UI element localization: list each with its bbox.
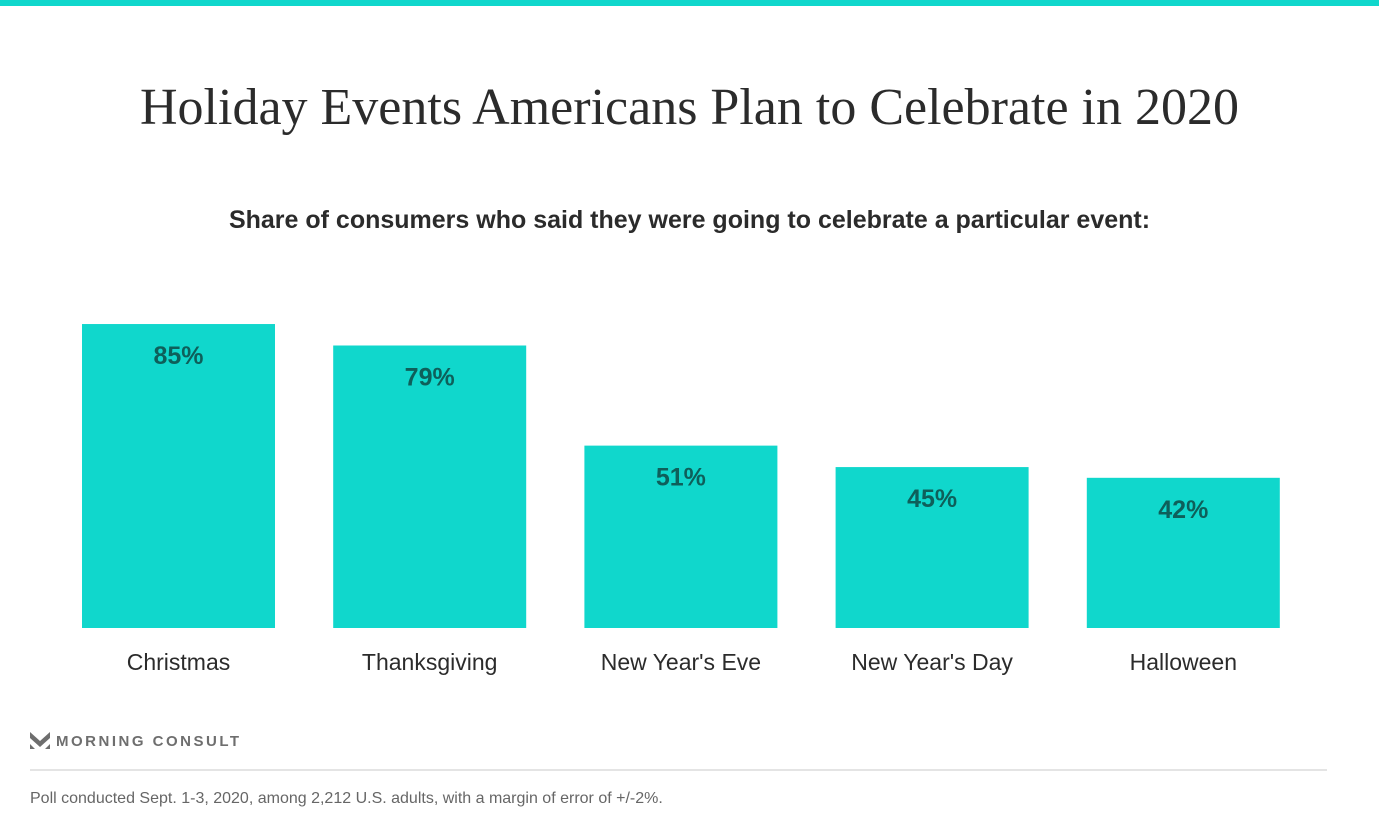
data-label: 42%	[1158, 496, 1208, 524]
data-label: 85%	[153, 342, 203, 370]
category-label: Thanksgiving	[362, 649, 498, 675]
data-label: 45%	[907, 485, 957, 513]
morning-consult-logo-icon	[30, 732, 50, 749]
data-label: 79%	[405, 363, 455, 391]
bar-chart: 85% Christmas 79% Thanksgiving 51% New Year's…	[82, 324, 1280, 675]
data-label: 51%	[656, 464, 706, 492]
category-label: Christmas	[127, 649, 231, 675]
footer-divider	[30, 769, 1327, 771]
footnote: Poll conducted Sept. 1-3, 2020, among 2,…	[30, 790, 663, 807]
category-label: Halloween	[1130, 649, 1237, 675]
bar-2	[584, 445, 778, 628]
logo-text: MORNING CONSULT	[56, 732, 242, 750]
bar-4	[1086, 477, 1280, 628]
chart-subtitle: Share of consumers who said they were go…	[228, 206, 1151, 234]
category-label: New Year's Day	[851, 649, 1013, 675]
category-label: New Year's Eve	[601, 649, 761, 675]
bar-1	[333, 345, 527, 628]
bar-0	[82, 324, 275, 628]
morning-consult-logo: MORNING CONSULT	[30, 732, 242, 750]
top-accent-bar	[0, 0, 1379, 6]
bar-3	[835, 467, 1029, 628]
chart-title: Holiday Events Americans Plan to Celebra…	[140, 79, 1239, 136]
